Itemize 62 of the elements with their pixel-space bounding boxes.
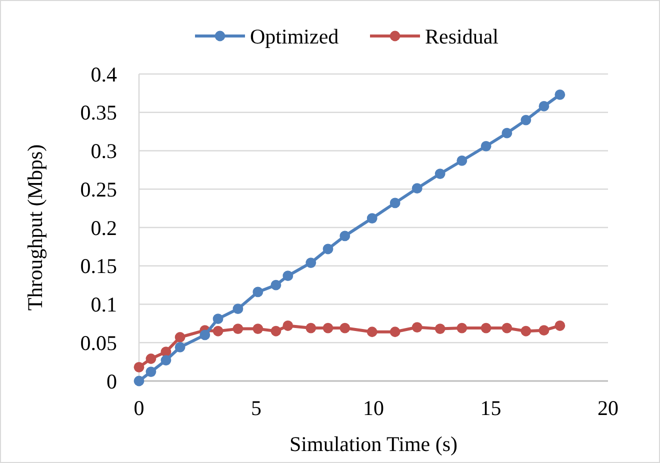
point [520,114,532,126]
point [282,270,294,282]
point [146,354,156,364]
point [456,322,468,334]
point [554,320,566,331]
point [538,101,550,112]
point [232,324,244,334]
point [306,322,316,334]
point [480,140,492,152]
point [390,198,400,208]
point [306,258,316,268]
point [252,286,264,298]
y-tick-label: 0.35 [80,100,117,125]
point [212,326,224,336]
y-axis-title: Throughput (Mbps) [23,144,47,311]
point [480,322,492,334]
point [282,320,294,331]
x-axis-title: Simulation Time (s) [289,432,458,456]
point [174,332,186,342]
point [366,213,378,224]
point [340,322,350,334]
point [174,342,186,352]
point [212,314,224,324]
point [412,322,422,332]
y-tick-label: 0.25 [80,177,117,202]
x-tick-label: 5 [251,396,262,420]
point [538,325,550,336]
point [340,230,350,242]
x-tick-label: 0 [134,396,144,420]
point [456,156,468,166]
point [502,128,512,138]
y-tick-label: 0.15 [80,254,117,278]
point [252,324,264,334]
point [390,326,400,338]
point [434,324,446,334]
legend-label: Optimized [250,24,340,48]
point [232,304,244,314]
point [366,326,378,338]
y-tick-label: 0 [106,369,117,394]
point [134,376,144,386]
y-tick-label: 0.2 [90,216,117,240]
point [270,280,282,290]
point [322,322,334,334]
x-tick-label: 10 [363,396,384,420]
y-tick-label: 0.05 [80,330,117,355]
y-tick-label: 0.3 [90,139,117,164]
point [520,326,532,336]
point [322,244,334,254]
point [554,90,566,100]
point [270,326,282,336]
point [412,183,422,194]
point [134,362,144,372]
x-tick-label: 15 [480,396,502,420]
point [434,168,446,179]
y-tick-label: 0.4 [90,62,118,86]
x-tick-label: 20 [598,396,618,420]
legend-label: Residual [425,24,499,48]
y-tick-label: 0.1 [90,292,117,317]
point [146,366,156,377]
point [200,330,210,340]
point [502,322,512,334]
point [160,355,172,366]
